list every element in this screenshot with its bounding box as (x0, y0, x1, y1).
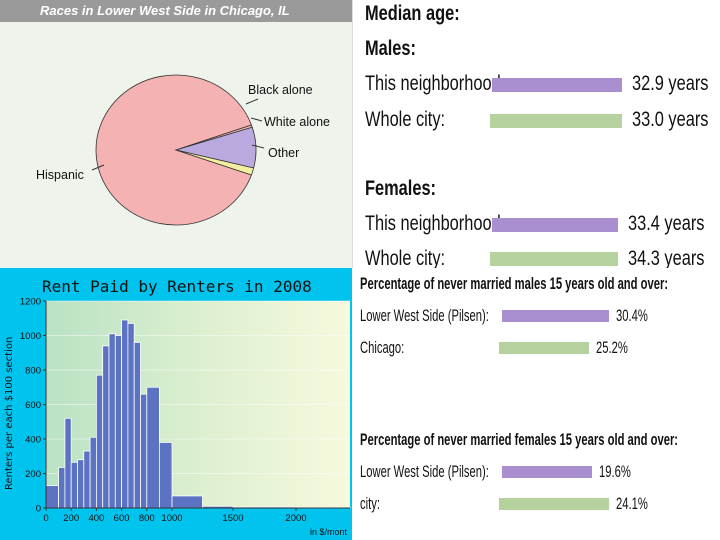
hist-title: Rent Paid by Renters in 2008 (42, 277, 312, 296)
never-married-females-area-bar (502, 466, 592, 478)
hist-x-tick-label: 400 (88, 513, 104, 524)
race-pie-chart: Black alone White alone Other Hispanic (36, 74, 330, 226)
hist-bar (83, 450, 91, 509)
hist-bar (96, 374, 104, 509)
males-whole-city-label: Whole city: (365, 108, 446, 131)
hist-bar (70, 461, 78, 509)
pie-label-white: White alone (264, 115, 330, 129)
hist-bar (89, 436, 97, 509)
race-pie-panel: Races in Lower West Side in Chicago, IL … (0, 0, 352, 268)
hist-bar (171, 495, 203, 509)
pie-leader-hispanic (91, 164, 105, 171)
pie-slice-black-alone (175, 149, 255, 176)
column-divider (352, 0, 353, 268)
never-married-females-city-value: 24.1% (616, 494, 648, 513)
never-married-females-city-label: city: (360, 494, 380, 513)
rent-histogram-panel: 0 200 400 600 800 1000 1200 0 200 400 600 800 1000 1… (0, 268, 352, 540)
hist-bar (146, 386, 160, 509)
hist-x-tick-label: 200 (63, 513, 79, 524)
hist-bar (127, 323, 135, 509)
males-this-neighborhood-value: 32.9 years (632, 72, 709, 95)
never-married-females-area-label: Lower West Side (Pilsen): (360, 462, 489, 481)
pie-label-black: Black alone (248, 83, 313, 97)
hist-bar (45, 485, 60, 509)
never-married-females-heading: Percentage of never married females 15 y… (360, 430, 679, 449)
females-this-neighborhood-value: 33.4 years (628, 212, 705, 235)
median-age-panel: Median age: Males: This neighborhood: 32… (356, 0, 720, 270)
hist-bar (102, 345, 110, 509)
pie-slice-hispanic (95, 74, 252, 226)
hist-bar (121, 319, 129, 509)
pie-title-bar: Races in Lower West Side in Chicago, IL (0, 0, 352, 22)
never-married-males-area-label: Lower West Side (Pilsen): (360, 306, 489, 325)
never-married-males-city-bar (499, 342, 589, 354)
never-married-males-city-value: 25.2% (596, 338, 628, 357)
hist-x-tick-label: 1500 (222, 513, 243, 524)
pie-leader-other (251, 144, 265, 149)
pie-label-other: Other (268, 146, 299, 160)
hist-y-tick-label: 1000 (20, 331, 41, 342)
hist-y-tick-label: 600 (25, 400, 41, 411)
hist-x-tick-label: 2000 (285, 513, 306, 524)
hist-y-tick-label: 1200 (20, 297, 41, 308)
never-married-males-heading: Percentage of never married males 15 yea… (360, 274, 669, 293)
males-whole-city-bar (490, 114, 622, 128)
never-married-males-area-bar (502, 310, 609, 322)
hist-y-tick-label: 0 (36, 504, 41, 515)
never-married-panel: Percentage of never married males 15 yea… (352, 268, 720, 540)
never-married-males-city-label: Chicago: (360, 338, 405, 357)
never-married-females-city-bar (499, 498, 609, 510)
median-age-heading: Median age: (365, 2, 460, 25)
hist-x-tick-label: 800 (139, 513, 155, 524)
females-whole-city-label: Whole city: (365, 247, 446, 270)
pie-title: Races in Lower West Side in Chicago, IL (40, 3, 290, 18)
rent-histogram-chart: 0 200 400 600 800 1000 1200 0 200 400 600 800 1000 1… (4, 277, 351, 537)
hist-x-tick-label: 0 (43, 513, 48, 524)
hist-y-tick-label: 200 (25, 469, 41, 480)
never-married-males-area-value: 30.4% (616, 306, 648, 325)
pie-label-hispanic: Hispanic (36, 168, 84, 182)
females-this-neighborhood-bar (492, 218, 618, 232)
hist-bar (58, 467, 66, 509)
hist-x-tick-label: 1000 (161, 513, 182, 524)
females-this-neighborhood-label: This neighborhood: (365, 212, 506, 235)
males-whole-city-value: 33.0 years (632, 108, 709, 131)
hist-y-tick-label: 400 (25, 435, 41, 446)
males-this-neighborhood-bar (492, 78, 622, 92)
hist-bar (133, 342, 141, 509)
hist-x-label: in $/mont (310, 527, 348, 537)
pie-leader-white (250, 117, 263, 122)
males-label: Males: (365, 37, 416, 60)
never-married-females-area-value: 19.6% (599, 462, 631, 481)
hist-bar (114, 335, 123, 509)
hist-x-tick-label: 600 (114, 513, 130, 524)
females-label: Females: (365, 177, 437, 200)
hist-bar (140, 393, 148, 509)
females-whole-city-value: 34.3 years (628, 247, 705, 270)
males-this-neighborhood-label: This neighborhood: (365, 72, 506, 95)
hist-bar (64, 417, 72, 509)
hist-y-label: Renters per each $100 section (4, 337, 15, 490)
hist-bar (77, 459, 85, 509)
hist-bar (158, 442, 173, 509)
hist-y-tick-label: 800 (25, 366, 41, 377)
hist-bar (108, 333, 116, 509)
females-whole-city-bar (490, 252, 618, 266)
pie-leader-black (245, 98, 259, 105)
